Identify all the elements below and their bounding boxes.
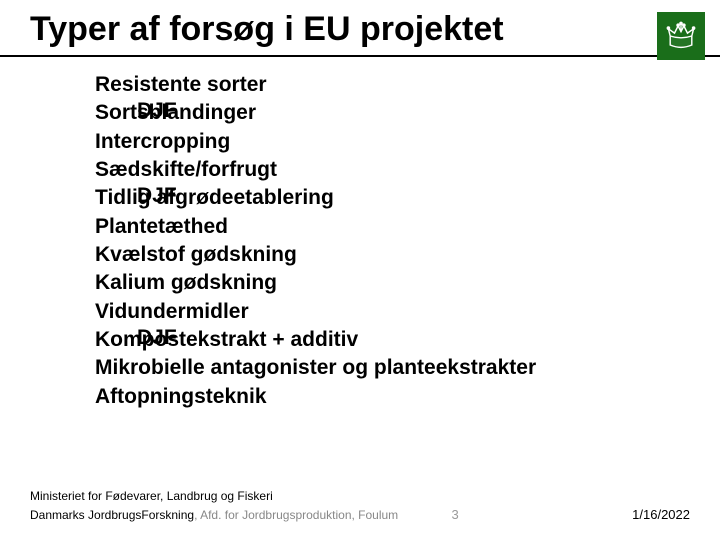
row-text: Sædskifte/forfrugt [95, 156, 277, 184]
footer-org-name: Danmarks JordbrugsForskning [30, 508, 194, 522]
slide-header: Typer af forsøg i EU projektet [0, 0, 720, 57]
list-row: DJFSortsblandinger [95, 99, 700, 127]
row-text: Intercropping [95, 128, 230, 156]
list-row: DJFKompostekstrakt + additiv [95, 326, 700, 354]
crown-icon [663, 18, 699, 54]
row-text: Tidlig afgrødeetablering [95, 184, 334, 212]
list-row: Sædskifte/forfrugt [95, 156, 700, 184]
footer-department: , Afd. for Jordbrugsproduktion, Foulum [194, 508, 398, 522]
list-row: Kvælstof gødskning [95, 241, 700, 269]
list-row: Plantetæthed [95, 213, 700, 241]
list-row: Resistente sorter [95, 71, 700, 99]
row-text: Kalium gødskning [95, 269, 277, 297]
row-text: Kompostekstrakt + additiv [95, 326, 358, 354]
list-row: Vidundermidler [95, 298, 700, 326]
row-text: Resistente sorter [95, 71, 267, 99]
row-text: Kvælstof gødskning [95, 241, 297, 269]
list-row: Kalium gødskning [95, 269, 700, 297]
list-row: Mikrobielle antagonister og planteekstra… [95, 354, 700, 382]
footer-bottom-row: Danmarks JordbrugsForskning, Afd. for Jo… [30, 507, 690, 522]
row-tag: DJF [137, 99, 177, 123]
slide-title: Typer af forsøg i EU projektet [30, 10, 700, 49]
row-text: Vidundermidler [95, 298, 249, 326]
list-row: Intercropping [95, 128, 700, 156]
row-tag: DJF [137, 184, 177, 208]
list-row: Aftopningsteknik [95, 383, 700, 411]
footer-organization: Danmarks JordbrugsForskning, Afd. for Jo… [30, 508, 398, 522]
row-text: Plantetæthed [95, 213, 228, 241]
row-tag: DJF [137, 326, 177, 350]
slide-date: 1/16/2022 [632, 507, 690, 522]
slide-footer: Ministeriet for Fødevarer, Landbrug og F… [30, 489, 690, 522]
footer-ministry: Ministeriet for Fødevarer, Landbrug og F… [30, 489, 690, 503]
row-text: Aftopningsteknik [95, 383, 267, 411]
list-row: DJFTidlig afgrødeetablering [95, 184, 700, 212]
page-number: 3 [452, 507, 459, 522]
row-text: Mikrobielle antagonister og planteekstra… [95, 354, 536, 382]
crown-logo [657, 12, 705, 60]
trial-types-list: Resistente sorterDJFSortsblandingerInter… [0, 57, 720, 411]
